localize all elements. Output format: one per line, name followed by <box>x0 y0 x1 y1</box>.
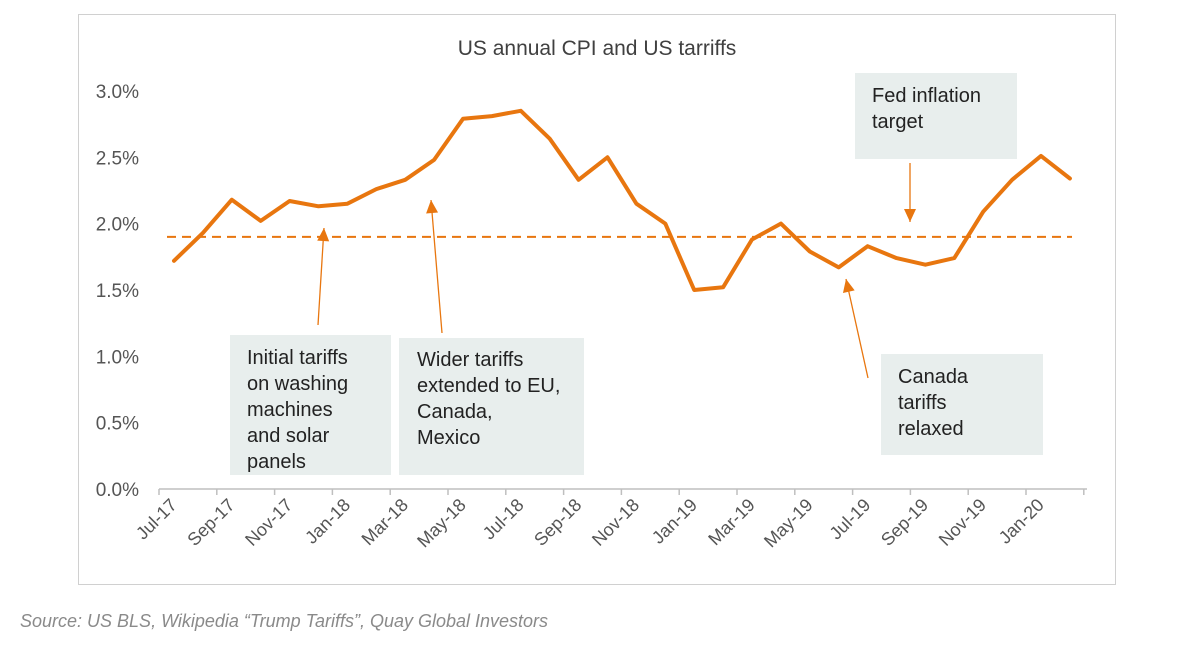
annotation-line: extended to EU, <box>417 375 560 397</box>
annotation-line: Wider tariffs <box>417 349 523 371</box>
annotation-text: Initial tariffs on washing machines and sol… <box>247 347 348 473</box>
chart-title: US annual CPI and US tarriffs <box>458 37 737 60</box>
annotation-line: Fed inflation <box>872 85 981 107</box>
source-note: Source: US BLS, Wikipedia “Trump Tariffs… <box>20 611 549 631</box>
x-tick-label: Jul-18 <box>479 495 528 544</box>
y-tick-label: 0.5% <box>96 414 139 435</box>
y-tick-label: 3.0% <box>96 82 139 103</box>
x-tick-label: Nov-17 <box>241 495 296 550</box>
y-tick-label: 2.5% <box>96 148 139 169</box>
cpi-tariffs-chart: US annual CPI and US tarriffs 0.0% 0.5% 1.0… <box>96 37 1087 552</box>
cpi-series-line <box>172 108 1072 292</box>
chart-frame <box>78 14 1116 585</box>
x-tick-label: May-19 <box>760 495 817 552</box>
x-tick-label: Jul-17 <box>132 495 181 544</box>
annotation-line: Canada <box>898 366 969 388</box>
annotation-text: Fed inflation target <box>872 85 981 133</box>
x-tick-label: Jan-20 <box>995 495 1048 548</box>
annotation-box <box>881 354 1043 455</box>
y-tick-label: 2.0% <box>96 215 139 236</box>
x-tick-label: May-18 <box>413 495 470 552</box>
arrow-initial-tariffs-head <box>317 228 330 242</box>
annotation-box <box>399 338 584 475</box>
annotation-line: Mexico <box>417 427 480 449</box>
y-tick-label: 1.0% <box>96 347 139 368</box>
annotation-box <box>855 73 1017 159</box>
x-tick-label: Nov-18 <box>588 495 643 550</box>
annotation-line: relaxed <box>898 418 964 440</box>
annotation-line: Initial tariffs <box>247 347 348 369</box>
x-tick-label: Jan-18 <box>301 495 354 548</box>
arrow-fed-target-head <box>904 209 916 222</box>
arrow-canada-relaxed-head <box>842 279 855 293</box>
annotation-line: target <box>872 111 924 133</box>
arrow-initial-tariffs <box>317 227 325 326</box>
annotation-line: machines <box>247 399 333 421</box>
x-tick-label: Mar-19 <box>704 495 758 549</box>
annotation-text: Canada tariffs relaxed <box>898 366 969 440</box>
annotation-line: tariffs <box>898 392 947 414</box>
annotation-line: on washing <box>247 373 348 395</box>
annotation-line: and solar <box>247 425 330 447</box>
x-tick-label: Mar-18 <box>358 495 412 549</box>
y-tick-label: 0.0% <box>96 480 139 501</box>
annotation-line: Canada, <box>417 401 493 423</box>
arrow-canada-relaxed <box>845 278 869 379</box>
arrow-wider-tariffs-head <box>426 200 439 214</box>
x-tick-label: Sep-17 <box>183 495 238 550</box>
x-tick-label: Jan-19 <box>648 495 701 548</box>
annotation-line: panels <box>247 451 306 473</box>
y-tick-label: 1.5% <box>96 281 139 302</box>
x-tick-label: Jul-19 <box>826 495 875 544</box>
x-tick-label: Sep-18 <box>530 495 585 550</box>
arrow-wider-tariffs <box>430 199 443 334</box>
annotation-box <box>230 335 391 475</box>
x-tick-label: Sep-19 <box>877 495 932 550</box>
x-tick-label: Nov-19 <box>935 495 990 550</box>
annotation-text: Wider tariffs extended to EU, Canada, Mexic… <box>417 349 560 449</box>
